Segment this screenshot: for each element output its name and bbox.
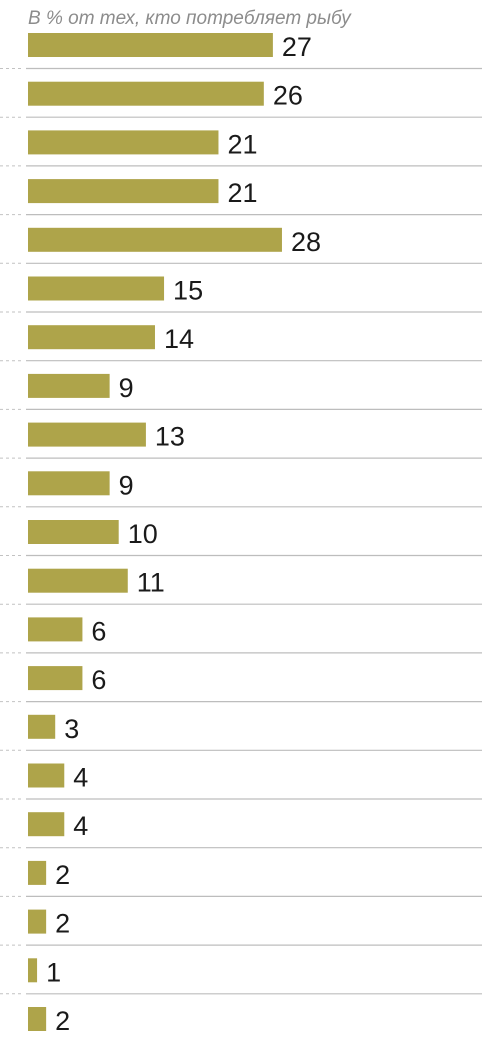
- bar-value-label: 28: [291, 227, 321, 257]
- bar-value-label: 11: [137, 568, 165, 598]
- bar-value-label: 6: [91, 665, 106, 695]
- bar-value-label: 4: [73, 763, 88, 793]
- bar-value-label: 2: [55, 909, 70, 939]
- bar: [28, 763, 65, 788]
- bar-value-label: 27: [282, 32, 312, 62]
- bar-value-label: 15: [173, 276, 203, 306]
- bar: [28, 958, 38, 983]
- bar-value-label: 14: [164, 324, 194, 354]
- bar-value-label: 6: [91, 616, 106, 646]
- bar: [28, 666, 83, 691]
- bar-value-label: 13: [155, 422, 185, 452]
- bar-value-label: 2: [55, 860, 70, 890]
- bar-value-label: 9: [119, 373, 134, 403]
- bar: [28, 81, 264, 106]
- bar: [28, 33, 273, 57]
- bar-value-label: 3: [64, 714, 79, 744]
- bar: [28, 520, 119, 544]
- bar-value-label: 9: [119, 470, 134, 500]
- bar: [28, 422, 146, 447]
- bar-value-label: 10: [128, 519, 158, 549]
- bar: [28, 909, 47, 934]
- bar: [28, 1007, 47, 1031]
- chart-subtitle: В % от тех, кто потребляет рыбу: [28, 8, 352, 29]
- bar-value-label: 21: [227, 178, 257, 208]
- bar: [28, 276, 165, 301]
- bar: [28, 130, 219, 155]
- bar: [28, 227, 282, 252]
- bar: [28, 860, 47, 885]
- bar-value-label: 21: [227, 129, 257, 159]
- bar: [28, 325, 155, 350]
- bar: [28, 179, 219, 204]
- bar: [28, 471, 110, 496]
- bar-value-label: 1: [46, 957, 61, 987]
- bar-value-label: 26: [273, 81, 303, 111]
- bar: [28, 617, 83, 642]
- bar: [28, 373, 110, 398]
- bar: [28, 812, 65, 837]
- bar-value-label: 2: [55, 1006, 70, 1036]
- bar: [28, 714, 56, 739]
- bar: [28, 568, 128, 593]
- bar-value-label: 4: [73, 811, 88, 841]
